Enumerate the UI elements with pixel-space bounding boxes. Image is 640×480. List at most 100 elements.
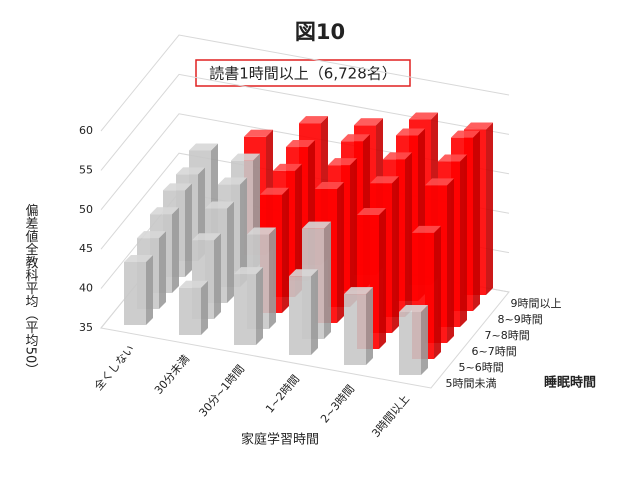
bar-top bbox=[289, 269, 318, 277]
bar-side-shade bbox=[240, 177, 247, 287]
bar-top bbox=[354, 118, 383, 126]
bar-side bbox=[434, 225, 441, 359]
bar-top-shade bbox=[189, 143, 218, 151]
bar-top bbox=[451, 130, 480, 138]
bar-top bbox=[234, 267, 263, 275]
bar-top-shade bbox=[396, 128, 425, 136]
bar-side bbox=[240, 177, 247, 287]
bar-top bbox=[247, 227, 276, 235]
depth-axis-title: 睡眠時間 bbox=[544, 375, 596, 391]
bar-top-shade bbox=[124, 254, 153, 262]
bar-side-shade bbox=[214, 233, 221, 319]
bar-side bbox=[405, 152, 412, 317]
bar-top bbox=[341, 134, 370, 142]
bar-top-shade bbox=[286, 140, 315, 148]
bar-top-shade bbox=[299, 116, 328, 124]
bar-top-shade bbox=[354, 118, 383, 126]
bar-top-shade bbox=[137, 231, 166, 239]
bar-side-shade bbox=[350, 158, 357, 307]
bar-top bbox=[328, 158, 357, 166]
grid-line bbox=[100, 73, 510, 171]
bar-top-shade bbox=[179, 280, 208, 288]
bar-top-shade bbox=[176, 167, 205, 175]
bar-top bbox=[189, 143, 218, 151]
bar-side-shade bbox=[172, 207, 179, 293]
bar-front bbox=[124, 261, 146, 325]
depth-tick-label: 8~9時間 bbox=[498, 313, 543, 326]
x-tick-label: 30分未満 bbox=[152, 353, 192, 397]
bar-side-shade bbox=[201, 280, 208, 335]
x-tick-label: 全くしない bbox=[91, 342, 137, 393]
y-tick-label: 35 bbox=[79, 321, 93, 334]
bar-side bbox=[311, 269, 318, 355]
bar-top bbox=[299, 116, 328, 124]
bar-top-shade bbox=[357, 208, 386, 216]
bar-top-shade bbox=[451, 130, 480, 138]
bar-top-shade bbox=[341, 134, 370, 142]
y-tick-label: 40 bbox=[79, 282, 93, 295]
bar-side bbox=[421, 304, 428, 375]
x-axis-title: 家庭学習時間 bbox=[241, 432, 319, 448]
bar-top-shade bbox=[425, 178, 454, 186]
chart-title: 図10 bbox=[295, 20, 345, 44]
bar-side-shade bbox=[460, 154, 467, 327]
bar-side-shade bbox=[269, 227, 276, 329]
bar-top bbox=[302, 221, 331, 229]
bar-top-shade bbox=[328, 158, 357, 166]
bar-top bbox=[150, 207, 179, 215]
bar-front bbox=[234, 274, 256, 345]
bar-side-shade bbox=[159, 231, 166, 309]
bar-top-shade bbox=[409, 112, 438, 120]
bar-top bbox=[412, 225, 441, 233]
bar-front bbox=[289, 276, 311, 355]
depth-tick-label: 5時間未満 bbox=[446, 377, 497, 390]
bar-top bbox=[163, 183, 192, 191]
bar-side-shade bbox=[282, 187, 289, 313]
bar bbox=[289, 269, 318, 355]
bar-top-shade bbox=[412, 225, 441, 233]
depth-tick-label: 9時間以上 bbox=[511, 297, 562, 310]
bar-top-shade bbox=[464, 122, 493, 130]
bar-top-shade bbox=[370, 176, 399, 184]
bar-side-shade bbox=[324, 221, 331, 339]
bar-side bbox=[392, 176, 399, 333]
bar-side bbox=[379, 208, 386, 349]
bar-top-shade bbox=[218, 177, 247, 185]
bar-top bbox=[273, 163, 302, 171]
bar-side-shade bbox=[146, 254, 153, 325]
bar-side bbox=[185, 183, 192, 277]
bar-side-shade bbox=[379, 208, 386, 349]
bar bbox=[124, 254, 153, 325]
x-tick-label: 2~3時間 bbox=[318, 383, 357, 426]
bar-side bbox=[447, 178, 454, 343]
bar-side-shade bbox=[405, 152, 412, 317]
bar-side bbox=[350, 158, 357, 307]
bar-top-shade bbox=[289, 269, 318, 277]
bar-side-shade bbox=[486, 122, 493, 296]
x-tick-label: 3時間以上 bbox=[369, 393, 412, 440]
bar-top-shade bbox=[302, 221, 331, 229]
bar bbox=[399, 304, 428, 375]
bar-side bbox=[282, 187, 289, 313]
bar-side-shade bbox=[256, 267, 263, 345]
bar-front bbox=[179, 287, 201, 335]
bar-top-shade bbox=[150, 207, 179, 215]
bar-top bbox=[244, 129, 273, 137]
bar-side-shade bbox=[392, 176, 399, 333]
bar-top-shade bbox=[315, 182, 344, 190]
bar-top bbox=[357, 208, 386, 216]
grid-line bbox=[100, 34, 510, 132]
bar-top-shade bbox=[438, 154, 467, 162]
bar-top bbox=[383, 152, 412, 160]
bar-side bbox=[227, 201, 234, 303]
bar-side-shade bbox=[227, 201, 234, 303]
bar-top-shade bbox=[247, 227, 276, 235]
bar-top bbox=[370, 176, 399, 184]
bar-top-shade bbox=[163, 183, 192, 191]
bar-side bbox=[256, 267, 263, 345]
depth-tick-label: 5~6時間 bbox=[459, 361, 504, 374]
bar-side-shade bbox=[311, 269, 318, 355]
bar-side-shade bbox=[447, 178, 454, 343]
y-tick-label: 45 bbox=[79, 242, 93, 255]
